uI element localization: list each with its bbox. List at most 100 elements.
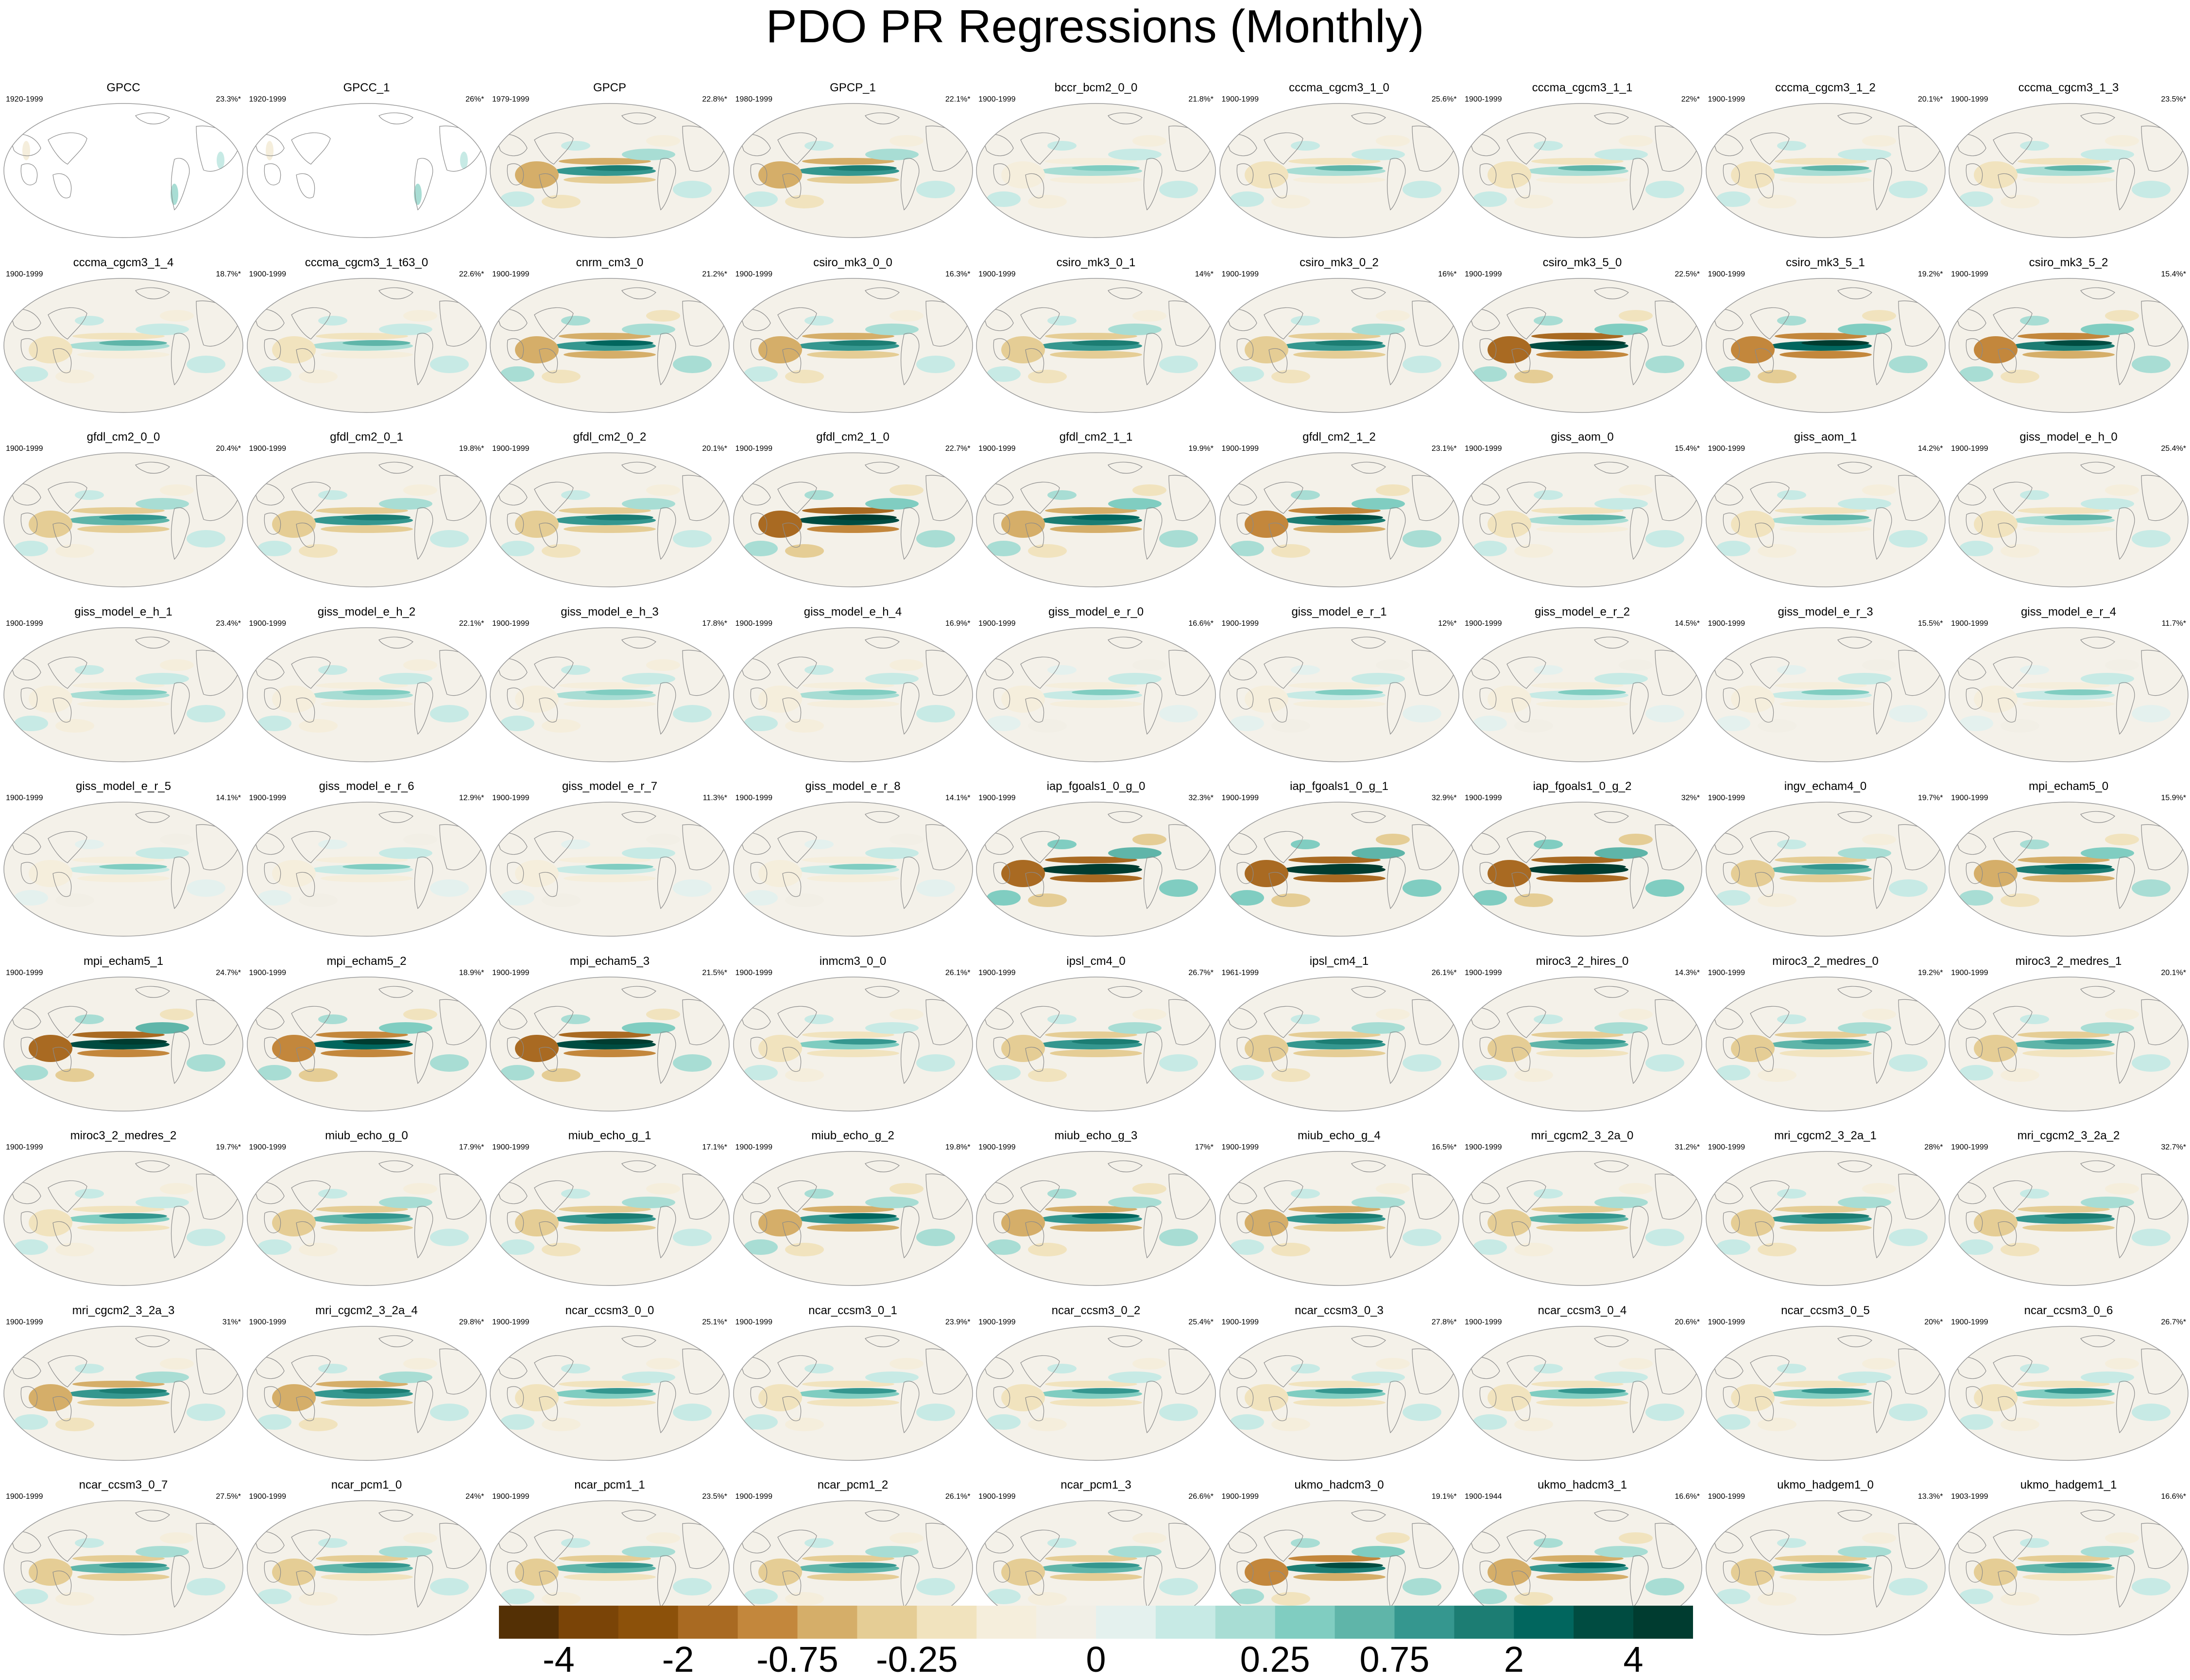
dry-anomaly-region [298,369,338,383]
panel-variance-percent: 18.7%* [216,270,241,278]
panel-variance-percent: 22.7%* [945,445,971,453]
coastline [1108,1160,1143,1172]
dry-anomaly-region [785,1068,824,1082]
panel-title: csiro_mk3_5_0 [1542,256,1622,269]
map-plot [246,103,487,238]
coastline [1993,481,2033,514]
coastline [900,1206,919,1259]
dry-anomaly-region [1001,1209,1045,1236]
colorbar-swatch [1275,1606,1335,1639]
panel-years: 1900-1999 [249,1143,287,1151]
wet-anomaly-region [1801,1388,1869,1394]
panel-variance-percent: 22.1%* [459,619,484,628]
wet-anomaly-region [1108,847,1162,859]
wet-anomaly-region [342,514,411,520]
map-outline [1705,277,1946,413]
coastline [1025,522,1044,548]
coastline [1966,163,1983,186]
dry-anomaly-region [542,369,581,383]
coastline [1998,348,2017,373]
coastline [1020,132,1060,165]
map-plot [3,802,243,937]
dry-anomaly-region [1531,1555,1624,1562]
wet-anomaly-region [75,1538,104,1548]
map-plot [1219,627,1459,762]
panel-years: 1961-1999 [1221,968,1259,977]
map-plot [1705,452,1946,587]
dry-anomaly-region [403,1357,437,1370]
dry-anomaly-region [542,719,581,733]
dry-anomaly-region [802,857,894,863]
map-outline [1462,1151,1702,1286]
map-panel: gfdl_cm2_1_0 1900-1999 22.7%* [732,431,975,606]
wet-anomaly-region [1801,165,1869,171]
coastline [1511,1396,1531,1421]
map-outline [490,277,730,413]
coastline [291,1180,331,1213]
map-panel: miub_echo_g_2 1900-1999 19.8%* [732,1130,975,1304]
coastline [621,462,656,474]
map-outline [1949,1500,2189,1635]
panel-title: mpi_echam5_3 [569,954,650,968]
map-panel: giss_model_e_r_8 1900-1999 14.1%* [732,780,975,955]
panel-variance-percent: 15.4%* [2161,270,2186,278]
map-plot [733,976,973,1112]
panel-variance-percent: 15.9%* [2161,794,2186,802]
coastline [900,1555,919,1608]
dry-anomaly-region [542,1068,581,1082]
panel-years: 1900-1999 [6,445,43,453]
panel-variance-percent: 16.3%* [945,270,971,278]
wet-anomaly-region [429,879,469,897]
wet-anomaly-region [1290,1363,1320,1373]
wet-anomaly-region [1290,141,1320,151]
coastline [900,1031,919,1084]
coastline [864,287,900,299]
wet-anomaly-region [1473,1589,1507,1604]
wet-anomaly-region [1534,840,1563,849]
dry-anomaly-region [1862,1532,1896,1544]
coastline [1351,1335,1386,1347]
panel-variance-percent: 26.7%* [2161,1318,2186,1326]
panel-years: 1900-1999 [6,968,43,977]
map-panel: csiro_mk3_5_0 1900-1999 22.5%* [1461,256,1704,431]
wet-anomaly-region [1047,840,1077,849]
coastline [1108,1335,1143,1347]
dry-anomaly-region [29,1209,72,1236]
dry-anomaly-region [1375,1357,1410,1370]
wet-anomaly-region [187,879,225,897]
colorbar-label: -2 [662,1639,694,1680]
wet-anomaly-region [318,1538,347,1548]
wet-anomaly-region [1716,366,1750,382]
dry-anomaly-region [785,1243,824,1256]
dry-anomaly-region [315,682,408,689]
map-plot [490,103,730,238]
map-outline [1462,452,1702,587]
dry-anomaly-region [559,682,651,689]
coastline [414,332,433,385]
dry-anomaly-region [320,1224,413,1232]
coastline [1873,857,1892,909]
dry-anomaly-region [2105,135,2139,147]
map-outline [1705,976,1946,1112]
dry-anomaly-region [403,834,437,845]
dry-anomaly-region [1774,857,1867,863]
wet-anomaly-region [136,498,189,510]
dry-anomaly-region [564,525,656,533]
map-outline [976,452,1216,587]
wet-anomaly-region [1230,541,1264,556]
wet-anomaly-region [804,1538,834,1548]
coastline [1998,173,2017,198]
coastline [1511,348,1531,373]
wet-anomaly-region [1072,864,1140,870]
map-panel: giss_model_e_r_2 1900-1999 14.5%* [1461,605,1704,781]
map-outline [490,452,730,587]
wet-anomaly-region [1290,490,1320,500]
wet-anomaly-region [1594,1371,1648,1383]
wet-anomaly-region [1108,1022,1162,1034]
panel-variance-percent: 20.1%* [702,445,727,453]
coastline [1594,112,1629,124]
coastline [1993,1006,2033,1038]
coastline [539,872,558,897]
map-plot [3,103,243,238]
wet-anomaly-region [804,1363,834,1373]
